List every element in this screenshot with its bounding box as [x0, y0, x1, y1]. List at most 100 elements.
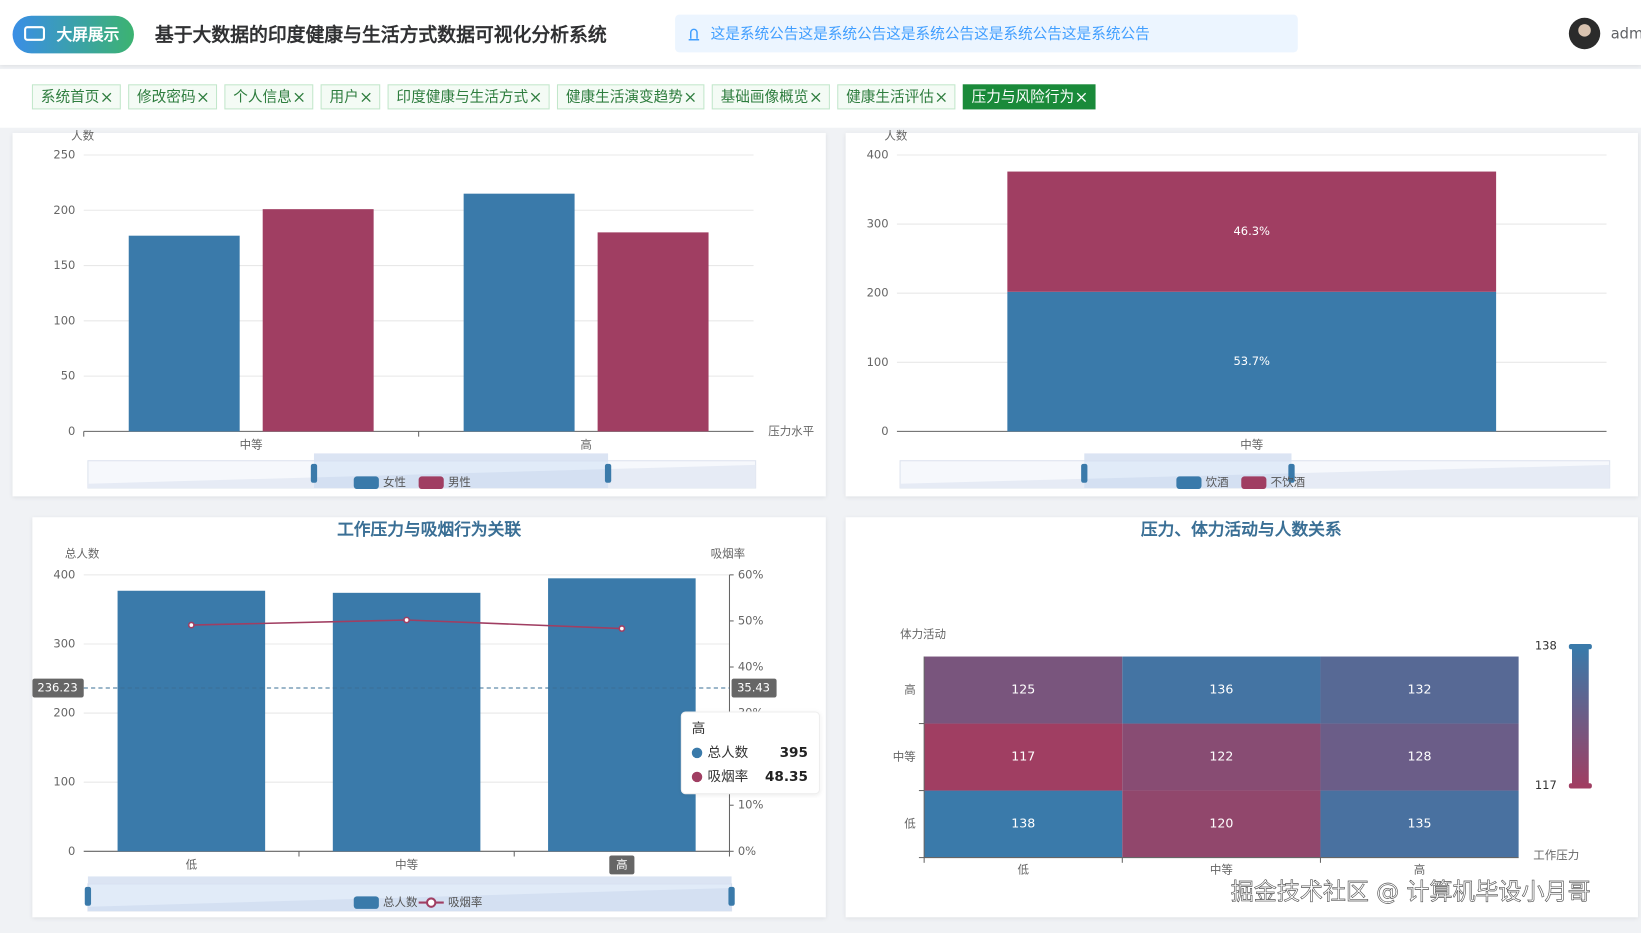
tab-box[interactable]: [320, 84, 381, 110]
cell-label: 125: [1011, 682, 1035, 697]
tab-label[interactable]: 系统首页: [41, 88, 100, 105]
tab[interactable]: 用户: [320, 84, 381, 110]
heatmap-cell[interactable]: [1122, 656, 1321, 724]
datazoom-handle[interactable]: [728, 886, 735, 906]
tab[interactable]: 个人信息: [224, 84, 314, 110]
tab-label[interactable]: 基础画像概览: [721, 88, 809, 105]
tab[interactable]: 印度健康与生活方式: [387, 84, 550, 110]
line-point[interactable]: [403, 616, 411, 624]
heatmap-cell[interactable]: [1320, 790, 1519, 858]
tab-close[interactable]: [361, 92, 371, 103]
legend-symbol: [1241, 476, 1267, 489]
bar[interactable]: [117, 590, 266, 852]
bar[interactable]: [128, 235, 240, 432]
pointer-label: 35.43: [737, 681, 770, 695]
tab-close[interactable]: [685, 92, 695, 103]
x-tick-label: 低: [186, 857, 198, 871]
heatmap-cell[interactable]: [924, 656, 1123, 724]
visualmap-bar[interactable]: [1571, 648, 1589, 787]
tab-label[interactable]: 用户: [329, 88, 358, 105]
tab-label[interactable]: 健康生活演变趋势: [566, 88, 683, 105]
tab-close[interactable]: [936, 92, 946, 103]
datazoom-window[interactable]: [87, 883, 732, 911]
x-axis-title: 压力水平: [768, 424, 814, 438]
datazoom-top[interactable]: [87, 876, 732, 884]
tab[interactable]: 健康生活评估: [837, 84, 956, 110]
tab-box[interactable]: [837, 84, 956, 110]
tab-label[interactable]: 健康生活评估: [846, 88, 934, 105]
tab-box[interactable]: [387, 84, 550, 110]
tab[interactable]: 健康生活演变趋势: [556, 84, 705, 110]
tab-label[interactable]: 印度健康与生活方式: [396, 88, 528, 105]
y-tick-label: 60%: [738, 567, 764, 581]
bar[interactable]: [332, 592, 481, 852]
legend-label[interactable]: 总人数: [383, 895, 418, 909]
y-tick-label: 50%: [738, 613, 764, 627]
bar-segment[interactable]: [1007, 291, 1497, 432]
tab[interactable]: 基础画像概览: [711, 84, 830, 110]
avatar-face: [1578, 24, 1591, 37]
bar[interactable]: [597, 232, 709, 432]
heatmap-cell[interactable]: [1122, 790, 1321, 858]
tab-close[interactable]: [198, 92, 208, 103]
legend-label[interactable]: 男性: [448, 475, 471, 489]
legend-label[interactable]: 吸烟率: [448, 895, 482, 909]
bar[interactable]: [463, 193, 575, 432]
visualmap-handle[interactable]: [1568, 783, 1592, 789]
tab-label[interactable]: 修改密码: [137, 88, 196, 105]
tab-box[interactable]: [556, 84, 705, 110]
tab-box[interactable]: [962, 84, 1096, 110]
legend-symbol: [1176, 476, 1202, 489]
tab-close[interactable]: [1076, 92, 1087, 103]
visualmap-handle[interactable]: [1568, 643, 1592, 650]
heatmap-cell[interactable]: [1320, 723, 1519, 791]
tab-label[interactable]: 压力与风险行为: [972, 88, 1074, 105]
tab-label[interactable]: 个人信息: [233, 88, 292, 105]
logo-button[interactable]: [12, 15, 134, 54]
share-label: 53.7%: [1233, 354, 1270, 368]
datazoom-handle[interactable]: [604, 463, 612, 483]
bar[interactable]: [262, 209, 374, 432]
tab-close[interactable]: [102, 92, 112, 103]
legend-label[interactable]: 不饮酒: [1271, 475, 1305, 489]
line-point[interactable]: [618, 625, 626, 632]
heatmap-cell[interactable]: [1320, 656, 1519, 724]
datazoom-handle[interactable]: [84, 886, 92, 906]
datazoom-handle[interactable]: [1081, 463, 1088, 483]
y-tick-label: 100: [53, 775, 75, 789]
tab[interactable]: 修改密码: [128, 84, 218, 110]
user-name[interactable]: adm: [1611, 26, 1641, 43]
heatmap-cell[interactable]: [1122, 723, 1321, 791]
tab-close[interactable]: [811, 92, 821, 103]
tooltip-value: 48.35: [765, 769, 808, 785]
tab[interactable]: 系统首页: [31, 84, 121, 110]
tooltip-name: 吸烟率: [708, 768, 749, 785]
logo-text[interactable]: 大屏展示: [57, 25, 120, 44]
heatmap-cell[interactable]: [924, 723, 1123, 791]
heatmap-cell[interactable]: [924, 790, 1123, 858]
y-tick-label: 200: [53, 203, 75, 217]
line-point[interactable]: [187, 621, 195, 629]
notice-text: 这是系统公告这是系统公告这是系统公告这是系统公告这是系统公告: [711, 26, 1150, 43]
y-tick-label: 0: [881, 424, 888, 438]
y-tick-label: 100: [53, 313, 75, 327]
tab-close[interactable]: [530, 92, 541, 103]
legend-label[interactable]: 女性: [383, 475, 406, 489]
tab[interactable]: 压力与风险行为: [962, 84, 1096, 110]
y-axis-title: 体力活动: [900, 627, 946, 641]
datazoom-handle[interactable]: [310, 463, 318, 483]
datazoom-top[interactable]: [1084, 453, 1292, 461]
cell-label: 128: [1408, 749, 1432, 764]
tab-box[interactable]: [711, 84, 830, 110]
legend-label[interactable]: 饮酒: [1206, 475, 1229, 489]
y-tick-label: 高: [904, 683, 915, 697]
system-title: 基于大数据的印度健康与生活方式数据可视化分析系统: [155, 23, 607, 46]
datazoom-handle[interactable]: [1288, 463, 1295, 483]
cell-label: 135: [1408, 816, 1432, 831]
datazoom-top[interactable]: [313, 453, 609, 461]
bar[interactable]: [548, 578, 696, 852]
bar-segment[interactable]: [1007, 171, 1497, 292]
visualmap-min: 117: [1535, 778, 1557, 792]
tab-close[interactable]: [294, 92, 304, 103]
